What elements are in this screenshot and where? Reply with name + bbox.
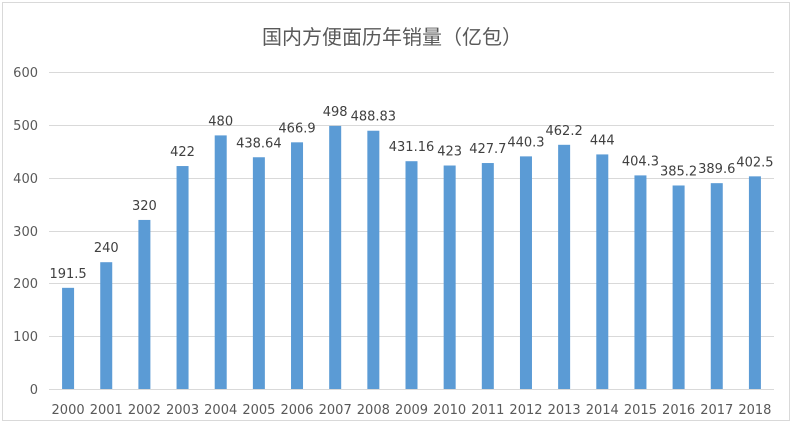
x-tick-label: 2005 xyxy=(242,403,275,418)
data-label: 402.5 xyxy=(736,155,773,170)
data-label: 444 xyxy=(590,133,615,148)
bar xyxy=(329,125,342,389)
y-tick-label: 500 xyxy=(13,119,38,134)
data-label: 191.5 xyxy=(49,267,86,282)
x-tick-label: 2018 xyxy=(738,403,771,418)
data-label: 320 xyxy=(132,199,157,214)
x-tick-label: 2011 xyxy=(471,403,504,418)
bar xyxy=(596,154,609,389)
x-tick-label: 2004 xyxy=(204,403,237,418)
bar xyxy=(62,287,75,389)
x-axis-tick-labels: 2000 2001 2002 2003 2004 2005 2006 2007 2008 2009… xyxy=(52,403,772,418)
y-tick-label: 600 xyxy=(13,66,38,81)
data-label: 498 xyxy=(323,105,348,120)
x-tick-label: 2007 xyxy=(319,403,352,418)
data-label: 462.2 xyxy=(546,124,583,139)
data-label: 488.83 xyxy=(351,110,397,125)
x-tick-label: 2009 xyxy=(395,403,428,418)
x-tick-label: 2014 xyxy=(586,403,619,418)
x-tick-label: 2017 xyxy=(700,403,733,418)
y-tick-label: 300 xyxy=(13,225,38,240)
bar xyxy=(100,262,113,389)
data-label: 404.3 xyxy=(622,154,659,169)
y-axis-tick-labels: 0 100 200 300 400 500 600 xyxy=(13,66,38,398)
y-tick-label: 100 xyxy=(13,330,38,345)
data-label: 480 xyxy=(208,114,233,129)
x-tick-label: 2010 xyxy=(433,403,466,418)
x-tick-label: 2002 xyxy=(128,403,161,418)
data-label: 423 xyxy=(437,145,462,160)
data-label: 389.6 xyxy=(698,162,735,177)
y-tick-label: 400 xyxy=(13,172,38,187)
bars xyxy=(62,125,761,390)
x-tick-label: 2016 xyxy=(662,403,695,418)
y-tick-label: 0 xyxy=(30,383,38,398)
data-label: 427.7 xyxy=(469,142,506,157)
data-label: 466.9 xyxy=(278,121,315,136)
data-label: 385.2 xyxy=(660,164,697,179)
x-tick-label: 2006 xyxy=(280,403,313,418)
bar xyxy=(252,157,265,389)
x-tick-label: 2001 xyxy=(90,403,123,418)
x-tick-label: 2012 xyxy=(509,403,542,418)
y-tick-label: 200 xyxy=(13,277,38,292)
bar xyxy=(672,185,685,389)
bar xyxy=(748,176,761,389)
bar xyxy=(214,135,227,389)
x-tick-label: 2015 xyxy=(624,403,657,418)
bar xyxy=(710,183,723,389)
data-label: 422 xyxy=(170,145,195,160)
bar xyxy=(405,161,418,389)
data-label: 440.3 xyxy=(507,135,544,150)
bar xyxy=(481,163,494,389)
bar xyxy=(176,166,189,389)
bar xyxy=(519,156,532,389)
bar xyxy=(367,130,380,390)
data-label: 438.64 xyxy=(236,136,282,151)
x-tick-label: 2000 xyxy=(52,403,85,418)
bar xyxy=(138,219,151,389)
x-tick-label: 2003 xyxy=(166,403,199,418)
bar xyxy=(558,144,571,389)
x-tick-label: 2008 xyxy=(357,403,390,418)
bar xyxy=(443,165,456,389)
bar xyxy=(291,142,304,389)
chart-frame xyxy=(2,2,790,421)
bar xyxy=(634,175,647,389)
data-label: 240 xyxy=(94,241,119,256)
data-label: 431.16 xyxy=(389,140,435,155)
x-tick-label: 2013 xyxy=(548,403,581,418)
chart-title: 国内方便面历年销量（亿包） xyxy=(262,25,522,49)
